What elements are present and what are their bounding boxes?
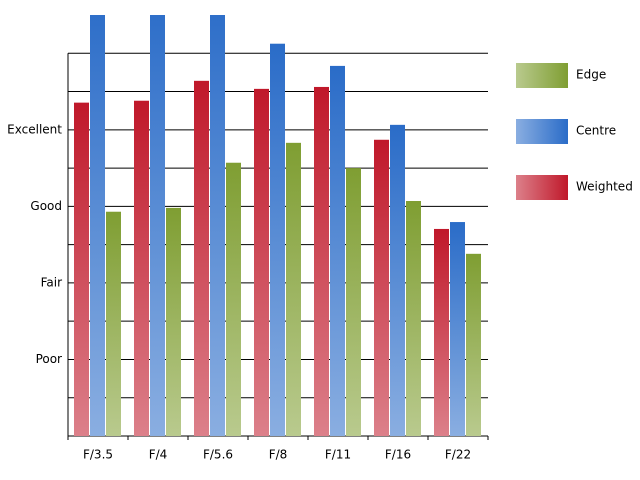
bar — [314, 86, 329, 436]
bar — [330, 65, 345, 436]
legend-swatch — [516, 119, 568, 144]
x-tick-label: F/4 — [149, 448, 168, 462]
bar — [406, 201, 421, 436]
x-tick-label: F/16 — [385, 448, 411, 462]
x-tick-label: F/5.6 — [203, 448, 233, 462]
x-tick-label: F/3.5 — [83, 448, 113, 462]
x-tick-label: F/8 — [269, 448, 288, 462]
legend-label: Edge — [576, 68, 606, 82]
bar — [346, 168, 361, 436]
y-tick-label: Excellent — [7, 122, 62, 136]
x-tick-label: F/11 — [325, 448, 351, 462]
plot-area — [74, 15, 481, 436]
bar — [150, 15, 165, 436]
bar — [434, 228, 449, 436]
bar — [466, 253, 481, 436]
legend-label: Weighted — [576, 180, 633, 194]
y-tick-label: Fair — [41, 275, 62, 289]
legend-swatch — [516, 175, 568, 200]
bar — [166, 207, 181, 436]
legend-swatch — [516, 63, 568, 88]
bar — [286, 142, 301, 436]
x-tick-label: F/22 — [445, 448, 471, 462]
bar — [74, 102, 89, 436]
bar — [226, 162, 241, 436]
bar — [390, 124, 405, 436]
y-tick-label: Poor — [36, 352, 62, 366]
legend-label: Centre — [576, 124, 616, 138]
y-tick-label: Good — [30, 199, 62, 213]
bar — [210, 15, 225, 436]
bar — [254, 88, 269, 436]
bar — [450, 222, 465, 436]
bar — [194, 80, 209, 436]
bar — [134, 100, 149, 436]
bar — [90, 15, 105, 436]
bar — [106, 211, 121, 436]
bar — [374, 139, 389, 436]
bar — [270, 43, 285, 436]
